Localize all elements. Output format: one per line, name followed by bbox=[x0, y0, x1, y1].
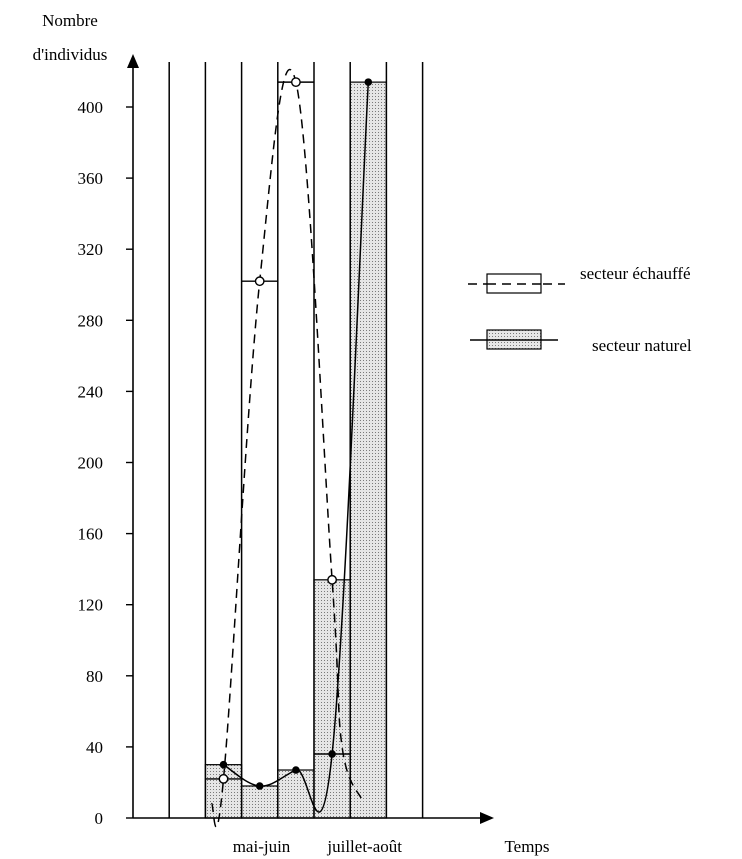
legend-entry-naturel: secteur naturel bbox=[470, 329, 692, 355]
bar-naturel bbox=[241, 785, 279, 819]
point-echauffe bbox=[327, 574, 337, 585]
legend-label-naturel: secteur naturel bbox=[592, 336, 692, 355]
y-tick-label: 280 bbox=[78, 311, 104, 330]
x-tick-label: mai-juin bbox=[233, 837, 291, 856]
point-naturel bbox=[364, 78, 373, 86]
point-naturel bbox=[255, 782, 264, 790]
series-points bbox=[218, 77, 373, 790]
y-axis-arrow bbox=[127, 54, 139, 68]
y-tick-label: 0 bbox=[95, 809, 104, 828]
point-naturel bbox=[292, 766, 300, 774]
point-naturel bbox=[328, 750, 336, 758]
shaded-bars bbox=[204, 81, 388, 819]
x-axis-arrow bbox=[480, 812, 494, 824]
y-ticks: 0 40 80 120 160 200 240 280 320 360 400 bbox=[78, 98, 133, 828]
point-echauffe bbox=[218, 773, 229, 784]
point-naturel bbox=[219, 760, 228, 769]
point-echauffe bbox=[290, 77, 301, 88]
y-tick-label: 80 bbox=[86, 667, 103, 686]
y-tick-label: 160 bbox=[78, 525, 104, 544]
y-axis-title-line1: Nombre bbox=[42, 11, 98, 30]
column-dividers bbox=[168, 62, 424, 818]
legend: secteur échauffé secteur naturel bbox=[468, 264, 692, 355]
bar-naturel bbox=[313, 579, 351, 819]
y-tick-label: 320 bbox=[78, 240, 104, 259]
y-axis-title-line2: d'individus bbox=[33, 45, 108, 64]
x-tick-labels: mai-juin juillet-août bbox=[233, 837, 403, 856]
legend-label-echauffe: secteur échauffé bbox=[580, 264, 691, 283]
legend-entry-echauffe: secteur échauffé bbox=[468, 264, 691, 294]
point-echauffe bbox=[254, 276, 265, 287]
y-tick-label: 400 bbox=[78, 98, 104, 117]
y-tick-label: 200 bbox=[78, 454, 104, 473]
y-tick-label: 360 bbox=[78, 169, 104, 188]
bar-naturel bbox=[349, 81, 388, 819]
y-tick-label: 240 bbox=[78, 382, 104, 401]
y-tick-label: 40 bbox=[86, 738, 103, 757]
y-tick-label: 120 bbox=[78, 596, 104, 615]
x-axis-title: Temps bbox=[504, 837, 549, 856]
bar-naturel bbox=[277, 769, 315, 819]
x-tick-label: juillet-août bbox=[326, 837, 402, 856]
